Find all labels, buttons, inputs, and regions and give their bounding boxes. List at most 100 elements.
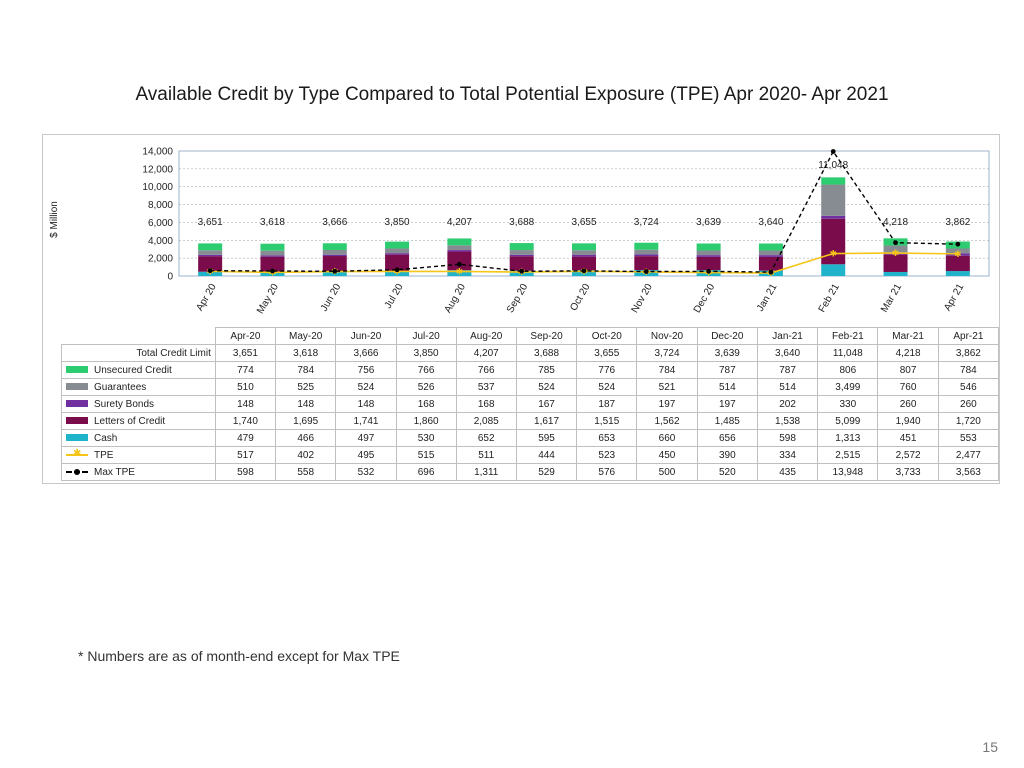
bar-surety-bonds — [198, 254, 223, 257]
footnote: * Numbers are as of month-end except for… — [78, 648, 400, 664]
table-cell: 514 — [696, 378, 758, 396]
table-cell: 148 — [274, 395, 337, 413]
table-cell: 521 — [636, 378, 698, 396]
table-corner — [62, 328, 216, 345]
bar-cash — [260, 271, 285, 276]
legend-label: Max TPE — [94, 466, 135, 478]
bar-letters-of-credit — [883, 254, 908, 272]
x-tick-label: Aug 20 — [443, 282, 469, 315]
bar-surety-bonds — [322, 254, 347, 257]
table-row-letters-of-credit: Letters of Credit 1,740 1,695 1,741 1,860 2,0… — [61, 412, 1000, 430]
table-header-row: Apr-20 May-20 Jun-20 Jul-20 Aug-20 Sep-20 Oct-… — [62, 327, 1000, 345]
table-cell: 497 — [335, 429, 397, 447]
legend-swatch — [66, 400, 88, 408]
bar-letters-of-credit — [572, 256, 596, 271]
total-label: 3,640 — [758, 217, 783, 228]
table-cell: 595 — [515, 429, 578, 447]
x-tick-label: Dec 20 — [692, 282, 718, 315]
table-column-header: Sep-20 — [515, 327, 578, 345]
max-tpe-point — [706, 268, 712, 274]
table-cell: 500 — [636, 463, 698, 481]
table-cell: 3,733 — [877, 463, 939, 481]
table-cell: 3,724 — [636, 344, 698, 362]
table-cell: 260 — [877, 395, 939, 413]
bar-letters-of-credit — [385, 254, 410, 272]
table-column-header: Apr-20 — [214, 327, 277, 345]
bar-letters-of-credit — [509, 256, 534, 271]
legend-swatch — [66, 417, 88, 425]
bar-unsecured-credit — [696, 243, 721, 251]
table-cell: 197 — [636, 395, 698, 413]
table-cell: 4,207 — [455, 344, 517, 362]
table-cell: 784 — [274, 361, 337, 379]
table-row-label: Surety Bonds — [61, 395, 216, 413]
table-cell: 334 — [756, 446, 819, 464]
x-tick-label: Jun 20 — [319, 282, 344, 314]
bar-surety-bonds — [945, 253, 970, 256]
bar-guarantees — [634, 249, 659, 255]
bar-letters-of-credit — [634, 256, 659, 271]
bar-surety-bonds — [572, 254, 596, 257]
bar-guarantees — [883, 245, 908, 253]
table-cell: 656 — [696, 429, 758, 447]
table-column-header: Oct-20 — [576, 327, 638, 345]
max-tpe-point — [394, 267, 400, 273]
table-cell: 3,688 — [515, 344, 578, 362]
total-label: 3,655 — [571, 217, 596, 228]
table-cell: 148 — [335, 395, 397, 413]
table-row-tpe: ✱ TPE 517 402 495 515 511 444 523 450 390 334 2,515 2… — [61, 446, 1000, 464]
table-cell: 696 — [395, 463, 457, 481]
max-tpe-point — [643, 269, 649, 274]
table-cell: 1,740 — [214, 412, 277, 430]
table-cell: 1,311 — [455, 463, 517, 481]
max-tpe-point — [893, 240, 898, 246]
legend-swatch — [66, 366, 88, 374]
table-cell: 435 — [756, 463, 819, 481]
bar-surety-bonds — [260, 255, 285, 257]
bar-guarantees — [322, 250, 347, 255]
table-cell: 576 — [576, 463, 638, 481]
table-cell: 598 — [214, 463, 277, 481]
table-cell: 3,499 — [817, 378, 879, 396]
bar-unsecured-credit — [572, 243, 596, 251]
table-cell: 520 — [696, 463, 758, 481]
table-cell: 3,666 — [335, 344, 397, 362]
bar-unsecured-credit — [509, 243, 534, 251]
table-cell: 530 — [395, 429, 457, 447]
table-cell: 3,639 — [696, 344, 758, 362]
x-tick-label: May 20 — [255, 282, 281, 316]
stacked-bar-chart: 0 2,000 4,000 6,000 8,000 10,000 12,000 14,000 $… — [49, 147, 990, 316]
table-cell: 526 — [395, 378, 457, 396]
total-label: 3,688 — [509, 217, 534, 228]
legend-label: Letters of Credit — [94, 415, 166, 427]
y-tick-label: 4,000 — [148, 236, 173, 247]
table-cell: 787 — [756, 361, 819, 379]
table-row-guarantees: Guarantees 510 525 524 526 537 524 524 521 514 514… — [61, 378, 1000, 396]
tpe-point: ✱ — [829, 249, 837, 259]
table-cell: 167 — [515, 395, 578, 413]
table-cell: 546 — [937, 378, 1000, 396]
bar-guarantees — [945, 248, 970, 254]
total-label: 3,618 — [260, 217, 285, 228]
table-cell: 807 — [877, 361, 939, 379]
table-cell: 529 — [515, 463, 578, 481]
legend-label: TPE — [94, 449, 114, 461]
table-cell: 525 — [274, 378, 337, 396]
table-cell: 3,862 — [937, 344, 1000, 362]
table-cell: 532 — [335, 463, 397, 481]
max-tpe-point — [456, 261, 462, 267]
x-tick-label: Jul 20 — [383, 282, 406, 311]
table-cell: 776 — [576, 361, 638, 379]
bar-guarantees — [758, 250, 783, 256]
table-row-label: Letters of Credit — [61, 412, 216, 430]
table-row-label: Guarantees — [61, 378, 216, 396]
legend-label: Surety Bonds — [94, 398, 155, 410]
bar-guarantees — [696, 250, 721, 256]
legend-label: Cash — [94, 432, 118, 444]
table-cell: 653 — [576, 429, 638, 447]
bar-unsecured-credit — [322, 243, 347, 251]
bar-surety-bonds — [758, 255, 783, 257]
table-cell: 1,562 — [636, 412, 698, 430]
table-column-header: May-20 — [274, 327, 337, 345]
total-label: 3,862 — [945, 217, 970, 228]
